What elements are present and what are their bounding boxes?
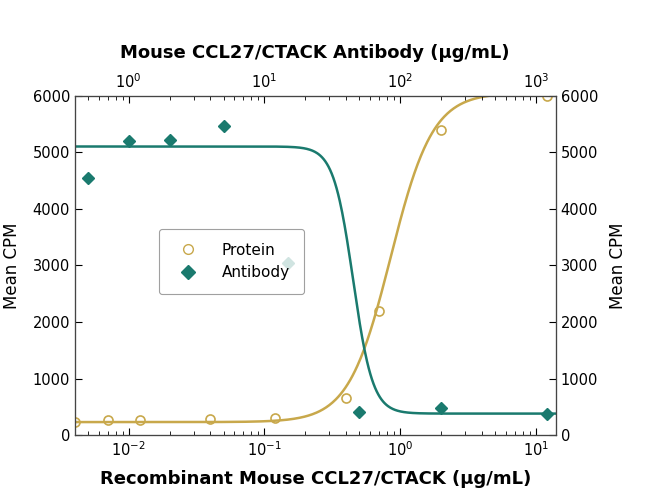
Y-axis label: Mean CPM: Mean CPM — [3, 222, 21, 308]
X-axis label: Mouse CCL27/CTACK Antibody (μg/mL): Mouse CCL27/CTACK Antibody (μg/mL) — [120, 44, 510, 62]
Legend: Protein, Antibody: Protein, Antibody — [159, 229, 304, 294]
Y-axis label: Mean CPM: Mean CPM — [609, 222, 627, 308]
X-axis label: Recombinant Mouse CCL27/CTACK (μg/mL): Recombinant Mouse CCL27/CTACK (μg/mL) — [99, 470, 531, 488]
